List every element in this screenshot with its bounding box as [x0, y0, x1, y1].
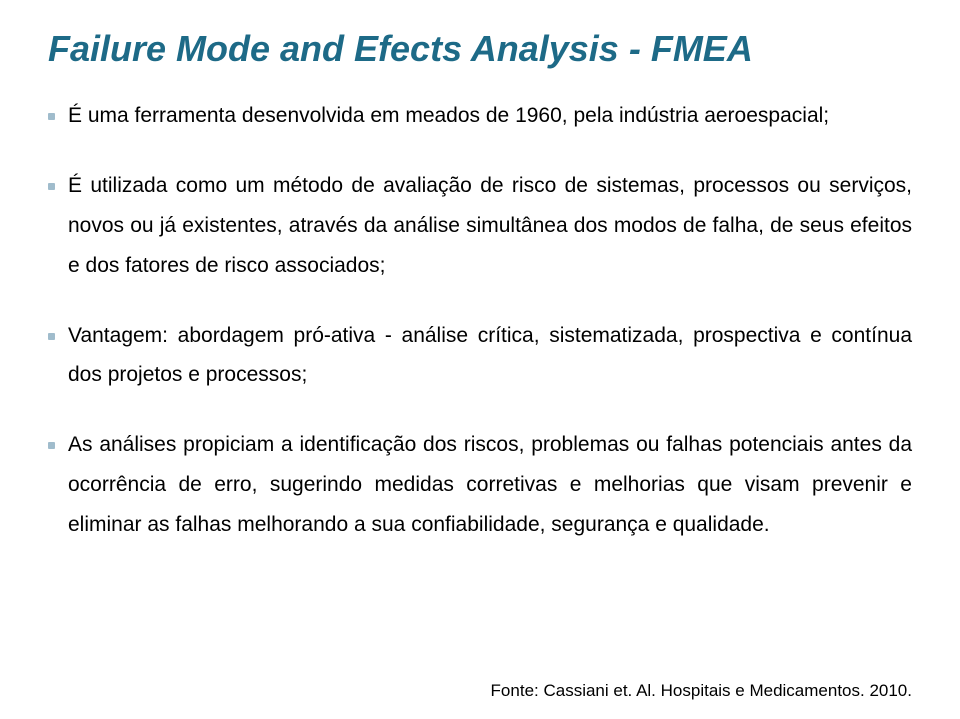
bullet-item: As análises propiciam a identificação do…: [48, 425, 912, 545]
bullet-item: É utilizada como um método de avaliação …: [48, 166, 912, 286]
bullet-item: Vantagem: abordagem pró-ativa - análise …: [48, 316, 912, 396]
source-citation: Fonte: Cassiani et. Al. Hospitais e Medi…: [491, 681, 912, 701]
slide-title: Failure Mode and Efects Analysis - FMEA: [48, 28, 912, 70]
bullet-list: É uma ferramenta desenvolvida em meados …: [48, 96, 912, 545]
bullet-item: É uma ferramenta desenvolvida em meados …: [48, 96, 912, 136]
